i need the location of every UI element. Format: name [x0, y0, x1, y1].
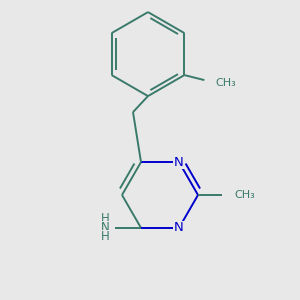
- Text: CH₃: CH₃: [234, 190, 255, 200]
- Text: H: H: [100, 230, 109, 243]
- Text: H: H: [100, 212, 109, 225]
- Text: N: N: [174, 221, 184, 234]
- Text: CH₃: CH₃: [215, 78, 236, 88]
- Text: N: N: [100, 221, 109, 234]
- Text: N: N: [174, 156, 184, 169]
